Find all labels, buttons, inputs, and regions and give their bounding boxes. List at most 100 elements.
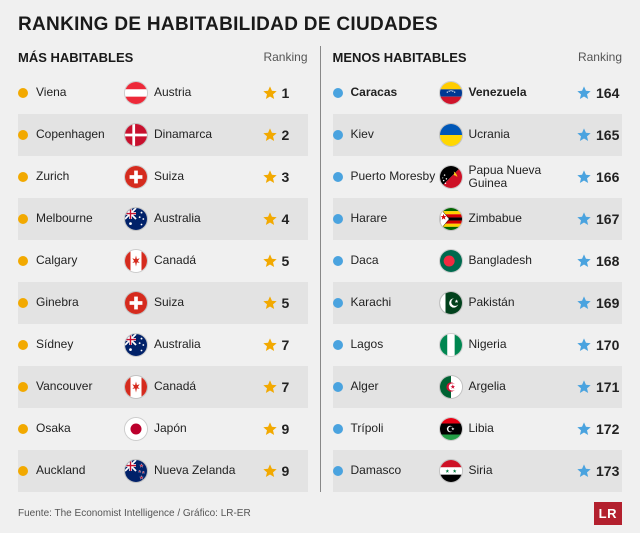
city-name: Damasco bbox=[351, 464, 439, 477]
country-name: Libia bbox=[469, 422, 577, 435]
city-name: Kiev bbox=[351, 128, 439, 141]
bullet-icon bbox=[18, 340, 28, 350]
table-row: MelbourneAustralia4 bbox=[18, 198, 308, 240]
rank-value: 2 bbox=[282, 127, 308, 143]
rank-value: 167 bbox=[596, 211, 622, 227]
star-icon bbox=[262, 127, 278, 143]
city-name: Daca bbox=[351, 254, 439, 267]
bullet-icon bbox=[18, 382, 28, 392]
table-row: Kiev Ucrania 165 bbox=[333, 114, 623, 156]
country-name: Canadá bbox=[154, 380, 262, 393]
flag-icon bbox=[124, 165, 148, 189]
rank-value: 7 bbox=[282, 379, 308, 395]
city-name: Karachi bbox=[351, 296, 439, 309]
flag-icon bbox=[439, 459, 463, 483]
rank-value: 1 bbox=[282, 85, 308, 101]
flag-icon bbox=[439, 249, 463, 273]
star-icon bbox=[262, 421, 278, 437]
star-icon bbox=[262, 169, 278, 185]
city-name: Trípoli bbox=[351, 422, 439, 435]
country-name: Pakistán bbox=[469, 296, 577, 309]
bullet-icon bbox=[18, 130, 28, 140]
bullet-icon bbox=[18, 424, 28, 434]
city-name: Lagos bbox=[351, 338, 439, 351]
country-name: Nigeria bbox=[469, 338, 577, 351]
flag-icon bbox=[439, 165, 463, 189]
city-name: Ginebra bbox=[36, 296, 124, 309]
columns-wrapper: MÁS HABITABLES Ranking VienaAustria1Cope… bbox=[18, 46, 622, 492]
flag-icon bbox=[439, 81, 463, 105]
rank-value: 165 bbox=[596, 127, 622, 143]
city-name: Sídney bbox=[36, 338, 124, 351]
bullet-icon bbox=[18, 214, 28, 224]
bullet-icon bbox=[333, 424, 343, 434]
flag-icon bbox=[124, 249, 148, 273]
country-name: Canadá bbox=[154, 254, 262, 267]
rank-value: 9 bbox=[282, 421, 308, 437]
source-text: Fuente: The Economist Intelligence / Grá… bbox=[18, 508, 251, 519]
city-name: Osaka bbox=[36, 422, 124, 435]
star-icon bbox=[576, 211, 592, 227]
bullet-icon bbox=[333, 214, 343, 224]
flag-icon bbox=[439, 333, 463, 357]
rank-value: 169 bbox=[596, 295, 622, 311]
star-icon bbox=[576, 127, 592, 143]
table-row: LagosNigeria170 bbox=[333, 324, 623, 366]
left-column-header: MÁS HABITABLES Ranking bbox=[18, 46, 308, 68]
flag-icon bbox=[124, 81, 148, 105]
table-row: HarareZimbabue167 bbox=[333, 198, 623, 240]
rank-value: 171 bbox=[596, 379, 622, 395]
bullet-icon bbox=[333, 256, 343, 266]
city-name: Vancouver bbox=[36, 380, 124, 393]
flag-icon bbox=[439, 375, 463, 399]
table-row: Osaka Japón 9 bbox=[18, 408, 308, 450]
city-name: Copenhagen bbox=[36, 128, 124, 141]
left-column: MÁS HABITABLES Ranking VienaAustria1Cope… bbox=[18, 46, 320, 492]
star-icon bbox=[262, 253, 278, 269]
table-row: TrípoliLibia172 bbox=[333, 408, 623, 450]
bullet-icon bbox=[333, 382, 343, 392]
bullet-icon bbox=[18, 298, 28, 308]
rank-value: 168 bbox=[596, 253, 622, 269]
star-icon bbox=[262, 379, 278, 395]
table-row: SídneyAustralia7 bbox=[18, 324, 308, 366]
right-rows: CaracasVenezuela164KievUcrania165Puerto … bbox=[333, 72, 623, 492]
country-name: Suiza bbox=[154, 170, 262, 183]
publisher-logo: LR bbox=[594, 502, 622, 525]
country-name: Siria bbox=[469, 464, 577, 477]
flag-icon bbox=[439, 291, 463, 315]
table-row: AlgerArgelia171 bbox=[333, 366, 623, 408]
star-icon bbox=[576, 421, 592, 437]
flag-icon bbox=[124, 417, 148, 441]
flag-icon bbox=[124, 291, 148, 315]
country-name: Bangladesh bbox=[469, 254, 577, 267]
flag-icon bbox=[124, 459, 148, 483]
city-name: Viena bbox=[36, 86, 124, 99]
country-name: Ucrania bbox=[469, 128, 577, 141]
bullet-icon bbox=[333, 130, 343, 140]
bullet-icon bbox=[18, 256, 28, 266]
table-row: Daca Bangladesh 168 bbox=[333, 240, 623, 282]
flag-icon bbox=[124, 375, 148, 399]
rank-value: 164 bbox=[596, 85, 622, 101]
bullet-icon bbox=[333, 88, 343, 98]
star-icon bbox=[262, 85, 278, 101]
city-name: Alger bbox=[351, 380, 439, 393]
star-icon bbox=[576, 379, 592, 395]
rank-value: 7 bbox=[282, 337, 308, 353]
table-row: Damasco Siria 173 bbox=[333, 450, 623, 492]
table-row: GinebraSuiza5 bbox=[18, 282, 308, 324]
country-name: Japón bbox=[154, 422, 262, 435]
star-icon bbox=[262, 463, 278, 479]
right-column: MENOS HABITABLES Ranking CaracasVenezuel… bbox=[321, 46, 623, 492]
rank-value: 173 bbox=[596, 463, 622, 479]
star-icon bbox=[262, 295, 278, 311]
bullet-icon bbox=[333, 172, 343, 182]
city-name: Harare bbox=[351, 212, 439, 225]
star-icon bbox=[262, 211, 278, 227]
flag-icon bbox=[439, 123, 463, 147]
main-title: RANKING DE HABITABILIDAD DE CIUDADES bbox=[18, 14, 622, 36]
country-name: Suiza bbox=[154, 296, 262, 309]
footer: Fuente: The Economist Intelligence / Grá… bbox=[18, 502, 622, 525]
table-row: ZurichSuiza3 bbox=[18, 156, 308, 198]
